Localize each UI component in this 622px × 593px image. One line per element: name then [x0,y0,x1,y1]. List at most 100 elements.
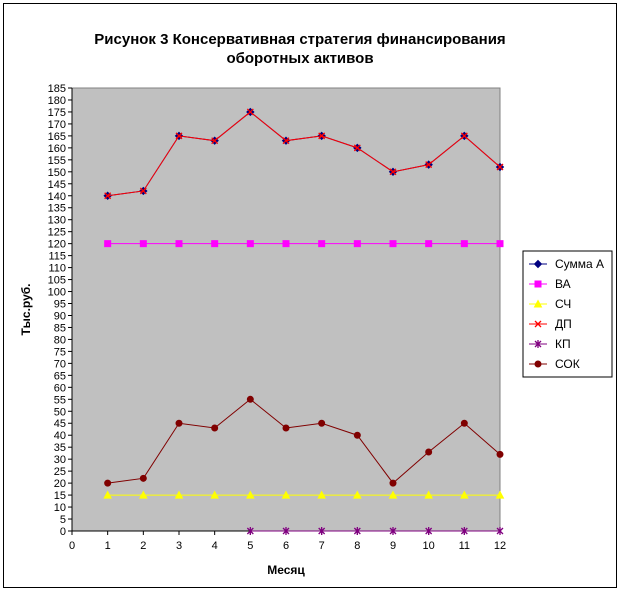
data-point [317,490,327,499]
data-point [211,137,219,145]
x-tick-label: 6 [283,540,289,552]
data-point [246,108,254,116]
y-tick-label: 50 [54,406,66,418]
y-tick-label: 85 [54,322,66,334]
x-tick-label: 2 [140,540,146,552]
x-tick-label: 1 [105,540,111,552]
data-point [175,132,183,140]
y-tick-label: 140 [48,191,66,203]
x-tick-label: 7 [319,540,325,552]
data-point [103,490,113,499]
y-tick-label: 175 [48,107,66,119]
x-axis-ticks: 0 1 2 3 4 5 6 7 8 9 10 11 12 [69,531,506,552]
y-tick-label: 100 [48,287,66,299]
data-point [175,419,183,427]
data-point [495,490,505,499]
data-point [211,240,219,248]
data-point [352,490,362,499]
data-point [211,424,219,432]
data-point [246,240,254,248]
y-tick-label: 15 [54,490,66,502]
y-tick-label: 5 [60,514,66,526]
y-tick-label: 80 [54,334,66,346]
y-tick-label: 55 [54,394,66,406]
y-tick-label: 130 [48,215,66,227]
y-tick-label: 75 [54,346,66,358]
y-tick-label: 115 [48,251,66,263]
x-tick-label: 3 [176,540,182,552]
legend-swatch-marker [533,259,543,269]
y-tick-label: 185 [48,83,66,95]
legend-item: КП [529,337,571,351]
data-point [389,527,397,535]
y-tick-label: 30 [54,454,66,466]
x-tick-label: 10 [423,540,435,552]
data-point [460,240,468,248]
data-point [496,240,504,248]
y-tick-label: 70 [54,358,66,370]
legend-swatch-marker [534,320,542,328]
data-point [104,192,112,200]
y-tick-label: 125 [48,227,66,239]
y-tick-label: 110 [48,263,66,275]
legend-label: СОК [555,357,580,371]
data-point [174,490,184,499]
x-axis-title: Месяц [267,563,305,577]
data-point [353,240,361,248]
data-point [139,474,147,482]
y-tick-label: 65 [54,370,66,382]
chart-title-line-2: оборотных активов [226,50,374,67]
legend-label: ДП [555,317,572,331]
y-tick-label: 45 [54,418,66,430]
y-axis-title: Тыс.руб. [19,283,33,335]
y-tick-label: 160 [48,143,66,155]
legend-label: ВА [555,277,571,291]
data-point [389,168,397,176]
data-point [460,419,468,427]
legend-item: Сумма А [529,257,604,271]
y-tick-label: 150 [48,167,66,179]
data-point [246,395,254,403]
legend-item: ДП [529,317,572,331]
plot-area [71,87,501,532]
data-point [139,240,147,248]
data-point [318,419,326,427]
data-point [496,527,504,535]
legend-swatch-marker [533,299,543,308]
data-point [425,161,433,169]
data-point [282,137,290,145]
data-point [282,240,290,248]
legend-item: СОК [529,357,580,371]
y-tick-label: 105 [48,275,66,287]
data-point [425,240,433,248]
data-point [139,187,147,195]
data-point [281,490,291,499]
legend-label: КП [555,337,571,351]
y-tick-label: 10 [54,502,66,514]
data-point [425,448,433,456]
data-point [353,431,361,439]
data-point [425,527,433,535]
data-point [353,527,361,535]
y-tick-label: 60 [54,382,66,394]
legend-swatch-marker [534,360,542,368]
y-tick-label: 40 [54,430,66,442]
series-4 [104,108,504,200]
y-tick-label: 90 [54,310,66,322]
x-tick-label: 11 [459,540,470,552]
y-tick-label: 145 [48,179,66,191]
y-tick-label: 95 [54,299,66,311]
data-point [460,132,468,140]
legend: Сумма А ВА СЧ ДП КП СОК [522,250,613,378]
data-point [282,527,290,535]
x-tick-label: 8 [354,540,360,552]
data-point [496,450,504,458]
y-tick-label: 155 [48,155,66,167]
data-point [353,144,361,152]
y-tick-label: 0 [60,526,66,538]
data-point [318,132,326,140]
y-tick-label: 20 [54,478,66,490]
data-point [388,490,398,499]
data-point [460,527,468,535]
